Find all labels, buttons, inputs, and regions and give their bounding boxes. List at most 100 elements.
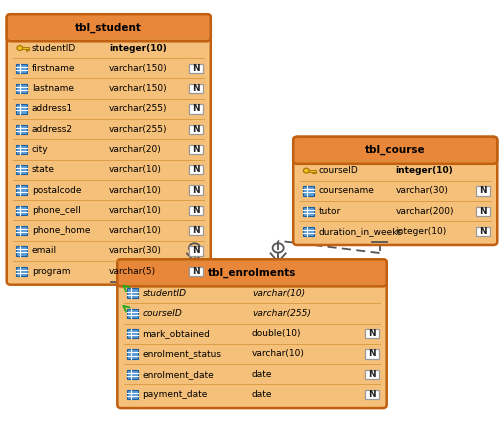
FancyBboxPatch shape — [365, 349, 379, 359]
Text: lastname: lastname — [32, 84, 74, 93]
FancyBboxPatch shape — [189, 125, 203, 134]
FancyBboxPatch shape — [189, 267, 203, 276]
Text: studentID: studentID — [32, 44, 76, 53]
FancyBboxPatch shape — [16, 104, 27, 114]
FancyBboxPatch shape — [127, 390, 138, 399]
Text: varchar(10): varchar(10) — [252, 349, 305, 359]
Text: double(10): double(10) — [252, 329, 301, 338]
FancyBboxPatch shape — [127, 329, 138, 338]
FancyBboxPatch shape — [189, 84, 203, 93]
FancyBboxPatch shape — [476, 206, 490, 216]
Text: N: N — [193, 104, 200, 113]
Text: city: city — [32, 145, 48, 154]
FancyBboxPatch shape — [16, 226, 27, 235]
FancyBboxPatch shape — [189, 226, 203, 235]
Text: varchar(255): varchar(255) — [252, 309, 311, 318]
Text: coursename: coursename — [319, 187, 374, 195]
FancyBboxPatch shape — [117, 259, 387, 408]
Text: N: N — [193, 165, 200, 174]
Bar — [28, 49, 29, 50]
FancyBboxPatch shape — [7, 14, 211, 285]
FancyBboxPatch shape — [303, 227, 314, 236]
FancyBboxPatch shape — [189, 185, 203, 195]
FancyBboxPatch shape — [189, 165, 203, 174]
FancyBboxPatch shape — [16, 267, 27, 276]
Text: tbl_course: tbl_course — [365, 145, 425, 156]
Text: varchar(10): varchar(10) — [109, 186, 162, 195]
FancyBboxPatch shape — [16, 165, 27, 174]
Text: varchar(10): varchar(10) — [109, 206, 162, 215]
Bar — [17, 28, 201, 38]
Text: tbl_student: tbl_student — [75, 22, 142, 33]
Text: courseID: courseID — [319, 166, 358, 175]
Text: studentID: studentID — [143, 289, 186, 298]
Circle shape — [303, 168, 309, 173]
Text: N: N — [368, 329, 376, 338]
FancyBboxPatch shape — [303, 206, 314, 216]
FancyBboxPatch shape — [365, 390, 379, 399]
FancyBboxPatch shape — [127, 309, 138, 318]
Bar — [128, 273, 376, 283]
Text: enrolment_status: enrolment_status — [143, 349, 221, 359]
Text: N: N — [193, 246, 200, 255]
FancyBboxPatch shape — [189, 104, 203, 114]
Text: address2: address2 — [32, 125, 73, 134]
Text: program: program — [32, 267, 71, 276]
FancyBboxPatch shape — [189, 145, 203, 154]
Bar — [308, 170, 316, 172]
Text: enrolment_date: enrolment_date — [143, 370, 214, 379]
Text: varchar(200): varchar(200) — [395, 206, 454, 216]
Text: varchar(10): varchar(10) — [109, 165, 162, 174]
Text: N: N — [193, 267, 200, 276]
Text: courseID: courseID — [143, 309, 182, 318]
Text: varchar(150): varchar(150) — [109, 84, 167, 93]
Circle shape — [17, 45, 23, 50]
Text: N: N — [368, 390, 376, 399]
Text: N: N — [368, 370, 376, 379]
Text: address1: address1 — [32, 104, 73, 113]
Text: varchar(10): varchar(10) — [109, 226, 162, 235]
FancyBboxPatch shape — [189, 206, 203, 215]
FancyBboxPatch shape — [293, 137, 497, 164]
Text: N: N — [193, 145, 200, 154]
FancyBboxPatch shape — [189, 64, 203, 73]
FancyBboxPatch shape — [476, 227, 490, 236]
FancyBboxPatch shape — [293, 137, 497, 245]
FancyBboxPatch shape — [303, 186, 314, 195]
Text: date: date — [252, 390, 273, 399]
FancyBboxPatch shape — [16, 246, 27, 256]
Text: mark_obtained: mark_obtained — [143, 329, 210, 338]
Text: N: N — [193, 206, 200, 215]
Text: varchar(10): varchar(10) — [252, 289, 305, 298]
Bar — [312, 172, 313, 173]
Text: N: N — [479, 227, 486, 236]
Text: N: N — [479, 187, 486, 195]
Text: phone_home: phone_home — [32, 226, 90, 235]
FancyBboxPatch shape — [365, 370, 379, 379]
Text: N: N — [193, 186, 200, 195]
Text: varchar(255): varchar(255) — [109, 104, 167, 113]
Text: N: N — [193, 84, 200, 93]
FancyBboxPatch shape — [117, 259, 387, 286]
Text: tbl_enrolments: tbl_enrolments — [208, 268, 296, 278]
FancyBboxPatch shape — [16, 145, 27, 154]
Text: tutor: tutor — [319, 206, 341, 216]
Text: varchar(5): varchar(5) — [109, 267, 156, 276]
FancyBboxPatch shape — [476, 186, 490, 195]
Text: varchar(30): varchar(30) — [395, 187, 448, 195]
Text: N: N — [479, 206, 486, 216]
FancyBboxPatch shape — [127, 288, 138, 298]
Text: N: N — [368, 349, 376, 359]
Text: integer(10): integer(10) — [109, 44, 166, 53]
Text: postalcode: postalcode — [32, 186, 81, 195]
Text: phone_cell: phone_cell — [32, 206, 81, 215]
FancyBboxPatch shape — [16, 84, 27, 93]
Text: state: state — [32, 165, 55, 174]
FancyBboxPatch shape — [16, 185, 27, 195]
FancyBboxPatch shape — [16, 125, 27, 134]
FancyBboxPatch shape — [16, 206, 27, 215]
FancyBboxPatch shape — [16, 64, 27, 73]
Text: varchar(150): varchar(150) — [109, 64, 167, 73]
FancyBboxPatch shape — [127, 370, 138, 379]
FancyBboxPatch shape — [127, 349, 138, 359]
